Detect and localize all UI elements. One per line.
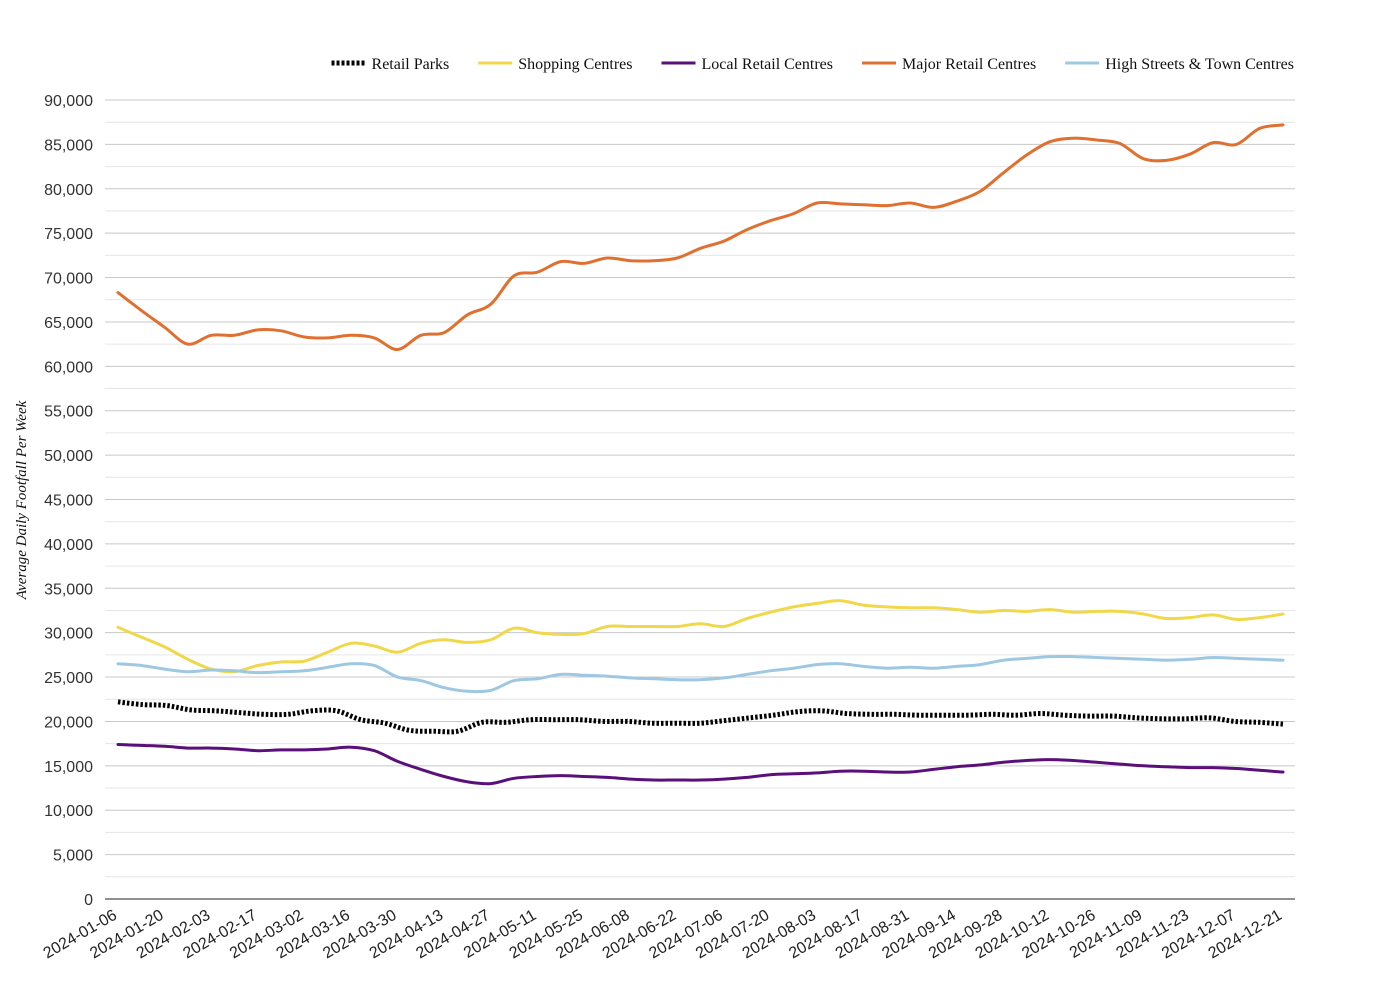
y-tick-label: 20,000	[44, 714, 93, 731]
y-tick-label: 85,000	[44, 137, 93, 154]
y-tick-label: 90,000	[44, 93, 93, 110]
legend-label: Shopping Centres	[518, 56, 632, 73]
y-tick-label: 50,000	[44, 448, 93, 465]
legend-label: High Streets & Town Centres	[1105, 56, 1294, 73]
series-line-shopping-centres	[116, 599, 1285, 674]
legend-label: Retail Parks	[372, 56, 450, 73]
legend: Retail Parks Shopping Centres Local Retail…	[331, 56, 1294, 73]
y-tick-label: 40,000	[44, 537, 93, 554]
series-lines	[116, 123, 1285, 786]
y-tick-label: 15,000	[44, 759, 93, 776]
series-line-major-retail-centres	[116, 123, 1285, 351]
y-tick-label: 25,000	[44, 670, 93, 687]
y-tick-label: 75,000	[44, 226, 93, 243]
y-tick-label: 55,000	[44, 404, 93, 421]
series-line-high-streets-town-centres	[116, 654, 1285, 694]
legend-label: Local Retail Centres	[702, 56, 834, 73]
y-tick-label: 0	[84, 892, 93, 909]
y-tick-label: 80,000	[44, 182, 93, 199]
y-tick-label: 30,000	[44, 626, 93, 643]
y-tick-label: 45,000	[44, 493, 93, 510]
legend-label: Major Retail Centres	[902, 56, 1036, 73]
series-line-retail-parks	[117, 699, 1284, 735]
y-tick-label: 60,000	[44, 359, 93, 376]
x-axis-ticks: 2024-01-062024-01-202024-02-032024-02-17…	[41, 907, 1285, 963]
y-tick-label: 5,000	[53, 848, 93, 865]
y-tick-label: 70,000	[44, 271, 93, 288]
y-tick-label: 65,000	[44, 315, 93, 332]
y-axis-ticks: 0 5,000 10,000 15,000 20,000 25,000 30,000 35,0…	[44, 93, 93, 909]
y-tick-label: 35,000	[44, 581, 93, 598]
series-line-local-retail-centres	[116, 743, 1285, 786]
y-tick-label: 10,000	[44, 803, 93, 820]
y-axis-label: Average Daily Footfall Per Week	[14, 400, 30, 600]
